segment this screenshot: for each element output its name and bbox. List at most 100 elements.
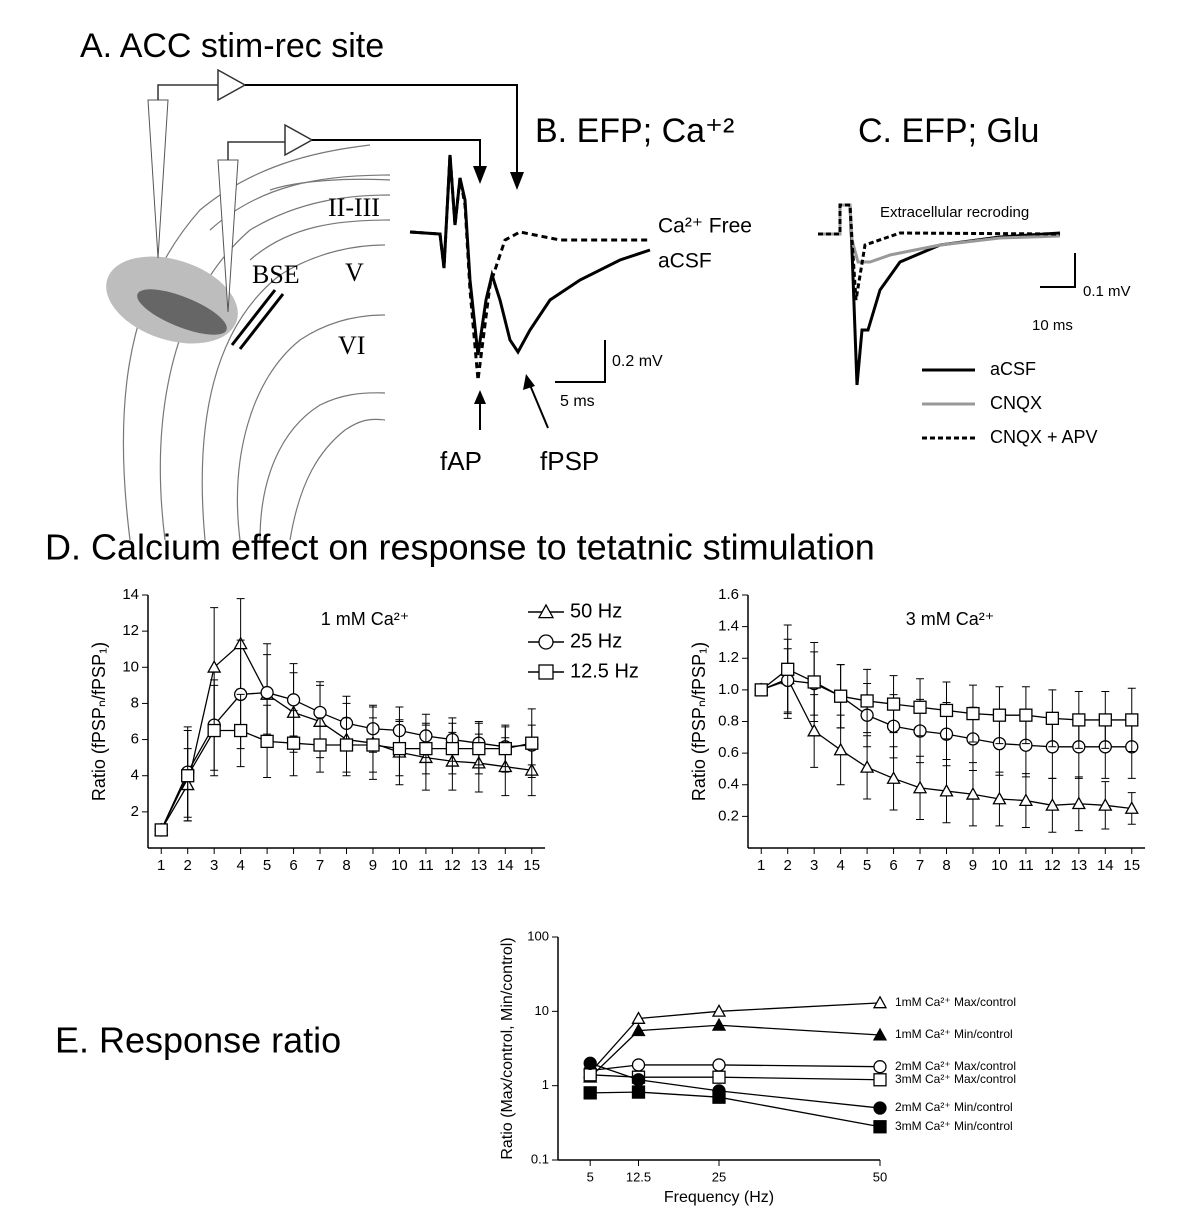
x-tick-label: 12.5 [626,1169,651,1184]
marker [525,736,539,750]
marker [313,705,327,720]
series-line [589,1024,881,1078]
scale-label: 0.1 mV [1083,283,1131,300]
x-tick-label: 9 [969,857,977,874]
arrow-head [474,390,486,404]
trace-label: aCSF [658,250,712,273]
marker [631,1058,646,1072]
x-tick-label: 4 [236,857,244,874]
x-tick-label: 11 [418,857,434,874]
y-axis-label: Ratio (fPSPₙ/fPSP₁) [689,642,709,801]
marker [631,1085,646,1099]
legend-label: 1mM Ca²⁺ Min/control [895,1027,1013,1041]
marker [886,771,901,784]
marker [260,734,274,749]
x-tick-label: 5 [587,1169,594,1184]
x-tick-label: 8 [342,857,350,874]
legend-label: CNQX [990,393,1042,413]
y-tick-label: 4 [131,767,139,784]
scale-label: 0.2 mV [612,353,663,370]
x-tick-label: 13 [1070,857,1087,874]
panel-title: E. Response ratio [55,1020,341,1061]
marker [537,603,555,619]
x-tick-label: 5 [263,857,271,874]
trace-label: Ca²⁺ Free [658,215,752,238]
x-tick-label: 11 [1018,857,1034,874]
marker [992,791,1007,805]
marker [781,662,795,676]
marker [966,706,980,721]
marker [1045,797,1060,811]
electrode-label: BSE [252,260,300,289]
marker [583,1068,597,1082]
marker [872,995,888,1009]
x-tick-label: 2 [184,857,192,874]
marker [207,723,221,738]
x-tick-label: 10 [391,857,408,874]
legend-label: 50 Hz [570,600,622,622]
marker [631,1073,646,1087]
marker [807,675,821,689]
x-tick-label: 3 [810,857,818,874]
marker [1098,797,1113,811]
marker [538,664,554,680]
x-axis-label: Frequency (Hz) [664,1189,774,1206]
marker [965,786,981,800]
marker [1098,713,1112,727]
marker [712,1058,726,1072]
marker [1071,796,1086,810]
trace-cnqx-apv [818,203,1061,301]
marker [1045,711,1060,725]
x-tick-label: 3 [210,857,218,874]
marker [886,697,901,711]
y-tick-label: 100 [527,928,549,943]
x-tick-label: 8 [942,857,950,874]
x-tick-label: 50 [873,1169,887,1184]
x-tick-label: 15 [1123,857,1140,874]
legend-label: 2mM Ca²⁺ Min/control [895,1100,1013,1114]
y-tick-label: 0.4 [718,776,739,793]
legend-label: aCSF [990,359,1036,379]
series-line [590,1064,881,1072]
legend-label: 12.5 Hz [570,660,639,682]
legend-label: 25 Hz [570,630,622,652]
legend-label: 3mM Ca²⁺ Max/control [895,1072,1016,1086]
marker [711,1003,727,1017]
marker [583,1086,597,1100]
marker [366,738,380,752]
y-tick-label: 2 [131,803,139,820]
x-tick-label: 12 [1044,857,1061,874]
y-tick-label: 14 [122,586,139,603]
y-tick-label: 6 [131,731,139,748]
marker [859,760,875,773]
marker [313,738,327,752]
marker [392,741,407,756]
x-tick-label: 6 [289,857,297,874]
marker [538,634,554,650]
marker [712,1070,726,1084]
marker [286,736,301,750]
marker [873,1073,887,1087]
marker [873,1101,887,1115]
marker [233,723,248,738]
panel-title: C. EFP; Glu [858,112,1039,150]
layer-label: VI [338,331,365,360]
y-tick-label: 10 [122,658,139,675]
y-tick-label: 10 [535,1003,549,1018]
marker [939,703,954,718]
panel-title: B. EFP; Ca⁺² [535,112,734,150]
panel-title: A. ACC stim-rec site [80,27,384,65]
x-tick-label: 15 [523,857,540,874]
x-tick-label: 9 [369,857,377,874]
scale-label: 5 ms [560,393,595,410]
y-tick-label: 0.2 [718,807,739,824]
x-tick-label: 2 [784,857,792,874]
layer-label: V [345,258,364,287]
y-axis-label: Ratio (Max/control, Min/control) [499,937,516,1159]
arrow-head [523,374,535,390]
marker [807,723,822,737]
marker [754,683,768,697]
marker [1018,793,1034,807]
chart-title: 3 mM Ca²⁺ [906,609,995,629]
